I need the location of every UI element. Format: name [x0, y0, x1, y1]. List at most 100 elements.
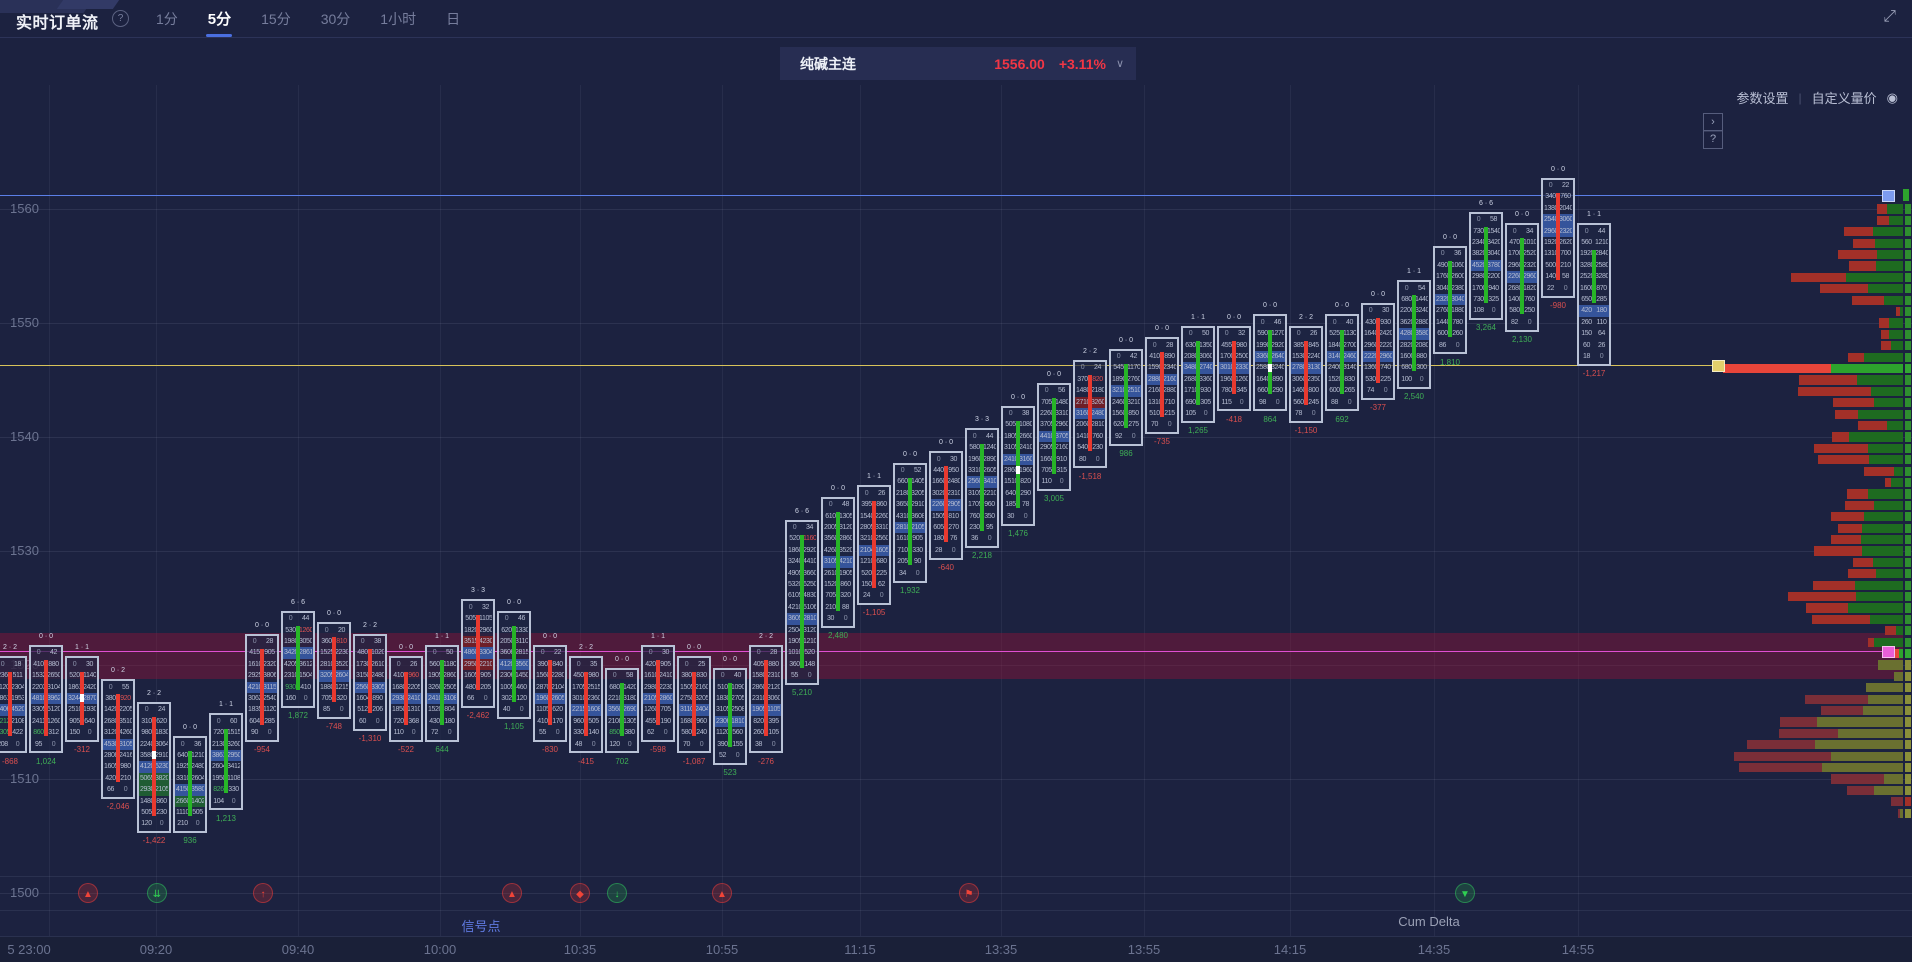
bid-volume: 1605 [104, 763, 117, 771]
price-row: 4150 3580 [175, 784, 205, 796]
profile-buy-bar [1873, 227, 1903, 237]
bid-volume: 1680 [680, 717, 693, 725]
ask-volume: 0 [735, 751, 740, 759]
tab-interval-4[interactable]: 30分 [320, 10, 351, 27]
ask-volume: 2605 [983, 466, 996, 474]
price-row: 680 1420 [607, 682, 637, 693]
bid-volume: 510 [1149, 409, 1160, 417]
candle-delta: 986 [1119, 448, 1133, 458]
bid-volume: 1925 [176, 763, 189, 771]
candle-delta: -415 [577, 756, 595, 766]
candle-imbalance-count: 0 · 0 [254, 621, 270, 629]
signal-marker[interactable]: ▲ [712, 883, 732, 903]
candle-box: 0 55 380 920 1420 2205 2680 3510 3120 4260 4530 310… [101, 679, 135, 800]
signal-marker[interactable]: ▼ [1455, 883, 1475, 903]
ask-volume: 230 [1092, 444, 1103, 452]
price-row: 980 1830 [139, 727, 169, 738]
ask-volume: 2480 [1091, 409, 1104, 417]
price-row: 340 760 [1543, 191, 1573, 202]
profile-edge-bar [1905, 489, 1911, 499]
price-row: 580 250 [1507, 305, 1537, 316]
tab-interval-2[interactable]: 5分 [206, 0, 233, 37]
ask-volume: 0 [411, 729, 416, 737]
bid-volume: 440 [933, 466, 944, 474]
ask-volume: 0 [1491, 307, 1496, 315]
profile-sell-bar [1798, 386, 1871, 397]
poc-price-line-yellow-marker[interactable] [1712, 360, 1725, 373]
panel-help-button[interactable]: ? [1703, 130, 1723, 149]
bid-volume: 70 [1151, 421, 1158, 429]
candle-body-bar [728, 683, 732, 748]
price-row: 3020 2310 [931, 488, 961, 499]
ask-volume: 2505 [443, 683, 456, 691]
custom-volume-price-icon[interactable]: ◉ [1886, 89, 1898, 105]
price-level-line-blue-marker[interactable] [1882, 190, 1895, 203]
price-level-line-magenta-marker[interactable] [1882, 646, 1895, 659]
ask-volume: 78 [1022, 501, 1029, 509]
bid-volume: 705 [1041, 466, 1052, 474]
tab-interval-3[interactable]: 15分 [261, 10, 291, 27]
profile-edge-bar [1905, 352, 1911, 362]
bid-volume: 590 [1257, 330, 1268, 338]
signal-marker[interactable]: ⇊ [147, 883, 167, 903]
footprint-candle: 0 44 560 1210 1920 2840 3280 2580 2520 3280 1600 87… [1577, 0, 1611, 962]
ask-volume: 2620 [1559, 239, 1572, 246]
collapse-icon[interactable]: ⤢ [1883, 8, 1896, 25]
price-row: 705 1480 [1039, 397, 1069, 408]
parameter-settings-button[interactable]: 参数设置 [1736, 91, 1789, 106]
ask-volume: 155 [732, 740, 743, 748]
price-row: 72 0 [427, 727, 457, 738]
profile-sell-bar [1818, 455, 1869, 465]
ask-volume: 32 [1238, 330, 1245, 338]
price-row: 2060 2810 [1075, 419, 1105, 430]
bid-volume: 520 [789, 535, 800, 543]
price-row: 0 32 [1219, 328, 1249, 339]
signal-icon: ▼ [1460, 889, 1470, 900]
candle-body-bar [1520, 238, 1524, 315]
signal-marker[interactable]: ↓ [607, 883, 627, 903]
candle-imbalance-count: 3 · 3 [974, 416, 990, 424]
signal-marker[interactable]: ⚑ [959, 883, 979, 903]
help-icon[interactable]: ? [112, 10, 129, 27]
candle-delta: -748 [325, 722, 343, 732]
price-row: 4520 3780 [1471, 259, 1501, 272]
ask-volume: 32 [482, 603, 489, 611]
bid-volume: 3360 [1256, 352, 1269, 360]
ask-volume: 320 [840, 592, 851, 600]
tab-interval-1[interactable]: 1分 [156, 10, 178, 27]
ask-volume: 368 [408, 717, 419, 725]
price-level-line-blue [0, 194, 1882, 196]
custom-volume-price-button[interactable]: 自定义量价 [1811, 91, 1877, 106]
bid-volume: 980 [141, 729, 152, 737]
signal-marker[interactable]: ◆ [570, 883, 590, 903]
signal-marker[interactable]: ▲ [502, 883, 522, 903]
price-row: 1990 2920 [1255, 340, 1285, 351]
bid-volume: 18 [1583, 352, 1590, 360]
ask-volume: 205 [480, 683, 491, 691]
profile-buy-bar [1876, 261, 1903, 271]
signal-marker[interactable]: ▲ [78, 883, 98, 903]
profile-edge-bar [1905, 477, 1911, 488]
profile-edge-bar [1905, 762, 1911, 773]
ask-volume: 3510 [119, 717, 132, 725]
price-row: 1960 2890 [967, 454, 997, 465]
bid-volume: 850 [609, 729, 620, 737]
footprint-candle: 0 28 405 880 1580 2310 2860 2120 2310 3060 1905 110… [749, 0, 783, 962]
ask-volume: 0 [195, 820, 200, 828]
ask-volume: 50 [1202, 330, 1209, 338]
bid-volume: 110 [1041, 478, 1052, 486]
profile-edge-bar [1905, 637, 1911, 647]
tab-interval-6[interactable]: 日 [446, 10, 461, 27]
ask-volume: 4520 [11, 706, 24, 714]
signal-marker[interactable]: ↑ [253, 883, 273, 903]
profile-buy-bar [1894, 671, 1903, 682]
x-axis-label: 09:40 [281, 942, 315, 957]
candle-delta: 1,024 [35, 756, 57, 766]
footprint-candle: 0 24 310 620 980 1830 2240 3064 3580 2910 4120 5230… [137, 0, 171, 962]
bid-volume: 610 [825, 512, 836, 520]
ask-volume: 2905 [947, 501, 960, 509]
price-row: 2160 2880 [1147, 385, 1177, 396]
price-row: 0 60 [211, 716, 241, 727]
instrument-selector[interactable]: 纯碱主连 1556.00 +3.11% ∨ [780, 47, 1136, 80]
tab-interval-5[interactable]: 1小时 [380, 10, 417, 27]
